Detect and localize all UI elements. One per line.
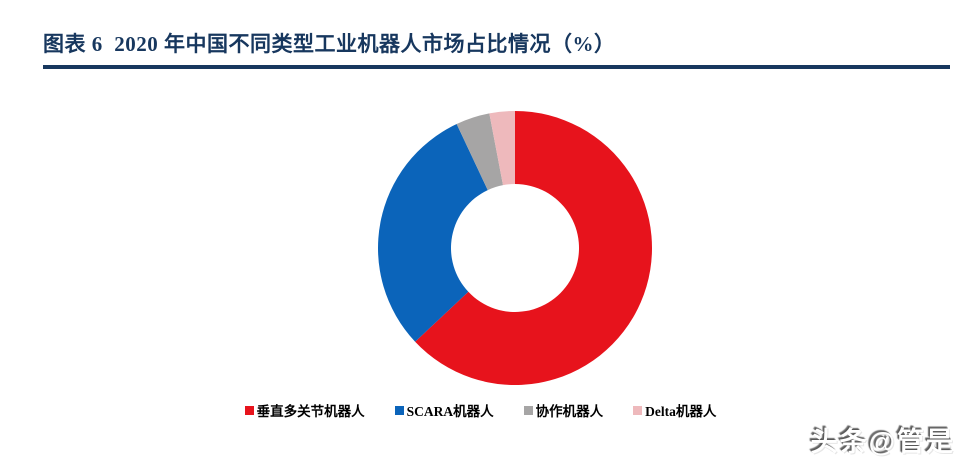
legend-swatch-icon: [394, 405, 404, 415]
donut-chart-area: [375, 106, 655, 390]
legend-swatch-icon: [244, 405, 254, 415]
legend-item-协作机器人: 协作机器人: [523, 400, 604, 420]
legend-label: 协作机器人: [535, 404, 604, 419]
legend-label: Delta机器人: [645, 404, 717, 419]
watermark-text: 头条@管是: [810, 427, 955, 457]
title-underline: [43, 65, 950, 69]
legend-label: SCARA机器人: [406, 404, 494, 419]
legend-swatch-icon: [523, 405, 533, 415]
donut-slice-垂直多关节机器人: [415, 111, 653, 385]
legend-label: 垂直多关节机器人: [256, 404, 365, 419]
donut-slice-协作机器人: [456, 113, 504, 191]
legend-swatch-icon: [633, 405, 643, 415]
donut-chart: [378, 111, 653, 385]
legend-item-Delta机器人: Delta机器人: [633, 400, 716, 420]
chart-title: 图表 6 2020 年中国不同类型工业机器人市场占比情况（%）: [43, 32, 616, 56]
legend-item-SCARA机器人: SCARA机器人: [394, 400, 494, 420]
donut-slice-SCARA机器人: [378, 124, 488, 342]
legend-item-垂直多关节机器人: 垂直多关节机器人: [244, 400, 365, 420]
chart-legend: 垂直多关节机器人 SCARA机器人 协作机器人 Delta机器人: [0, 400, 961, 420]
donut-slice-Delta机器人: [489, 111, 515, 186]
